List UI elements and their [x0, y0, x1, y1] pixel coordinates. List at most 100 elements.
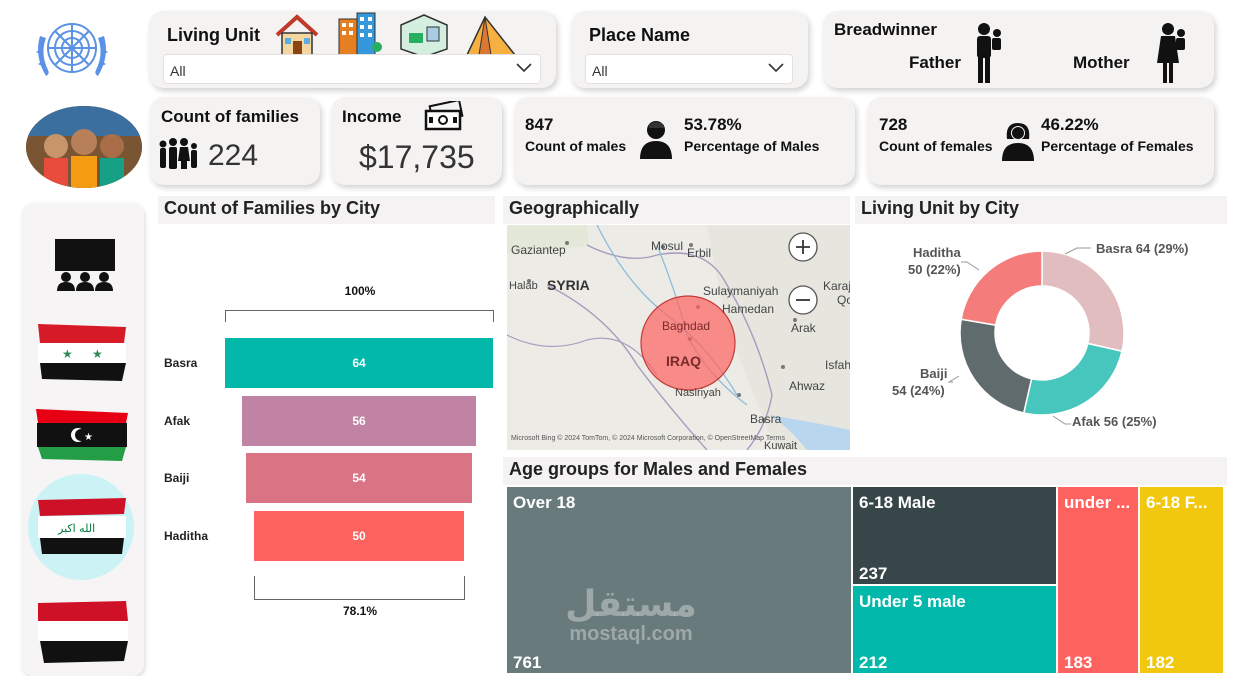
breadwinner-title: Breadwinner: [834, 20, 937, 39]
income-label: Income: [342, 107, 402, 126]
svg-text:الله اكبر: الله اكبر: [57, 522, 95, 535]
map-label-syria: SYRIA: [547, 277, 590, 293]
map-label-qo: Qo: [837, 293, 850, 307]
family-icon: [156, 137, 200, 174]
funnel-bar[interactable]: 64: [225, 338, 493, 388]
females-pct-label: Percentage of Females: [1041, 138, 1194, 154]
funnel-top-pct: 100%: [344, 284, 376, 298]
svg-text:★: ★: [84, 432, 93, 443]
money-icon: [423, 98, 465, 136]
males-count-label: Count of males: [525, 138, 627, 154]
place-name-slicer[interactable]: Place Name All: [571, 11, 808, 88]
living-unit-title: Living Unit: [167, 25, 260, 45]
syria-flag-nav[interactable]: ★ ★: [34, 321, 130, 390]
females-count-label: Count of females: [879, 138, 993, 154]
treemap-value-under: 183: [1064, 653, 1093, 672]
males-pct-label: Percentage of Males: [684, 138, 820, 154]
map-label-ahwaz: Ahwaz: [789, 379, 826, 393]
funnel-bottom-pct: 78.1%: [342, 604, 378, 618]
donut-chart: Basra 64 (29%) Afak 56 (25%) Baiji 54 (2…: [855, 226, 1227, 456]
place-name-dropdown[interactable]: All: [585, 54, 793, 84]
funnel-bar[interactable]: 56: [241, 395, 477, 446]
families-value: 224: [208, 139, 259, 172]
treemap-value-6-18-male: 237: [859, 564, 888, 583]
yemen-flag-nav[interactable]: [34, 599, 130, 670]
funnel-category-label: Haditha: [164, 528, 209, 543]
father-option[interactable]: Father: [909, 53, 961, 72]
income-value: $17,735: [359, 139, 475, 175]
chevron-down-icon: [768, 61, 784, 76]
funnel-bar[interactable]: 50: [254, 510, 464, 561]
donut-label-afak: Afak 56 (25%): [1072, 414, 1157, 429]
map-label-nasiriyah: Nasiriyah: [675, 387, 721, 399]
map-label-basra: Basra: [750, 412, 782, 426]
svg-text:★: ★: [92, 347, 103, 361]
map-label-halab: Halab: [509, 280, 538, 292]
svg-text:★: ★: [62, 347, 73, 361]
place-name-selected: All: [592, 63, 608, 79]
room-interior-icon: [399, 13, 449, 62]
funnel-title: Count of Families by City: [158, 196, 495, 224]
treemap-cell-under[interactable]: under ... 183: [1058, 487, 1138, 673]
treemap-value-6-18-female: 182: [1146, 653, 1175, 672]
map-visual[interactable]: Gaziantep Mosul Erbil SYRIA Halab Sulaym…: [507, 225, 850, 450]
map-label-mosul: Mosul: [651, 239, 684, 253]
place-name-title: Place Name: [589, 25, 691, 45]
page-nav-panel: ★ ★ ★ الله اكبر: [22, 203, 144, 676]
living-unit-slicer[interactable]: Living Unit All: [149, 11, 556, 88]
males-kpi-card: 847 Count of males 53.78% Percentage of …: [514, 97, 855, 185]
donut-slice-baiji[interactable]: [959, 318, 1033, 414]
libya-flag-nav[interactable]: ★: [34, 407, 130, 468]
funnel-category-label: Basra: [164, 356, 198, 370]
income-kpi-card: Income $17,735: [331, 97, 502, 185]
treemap-cell-over-18[interactable]: Over 18 مستقل mostaql.com 761: [507, 487, 851, 673]
map-label-erbil: Erbil: [687, 246, 712, 260]
families-label: Count of families: [161, 107, 299, 126]
donut-label-basra: Basra 64 (29%): [1096, 241, 1189, 256]
donut-slice-basra[interactable]: [1041, 250, 1125, 353]
living-unit-selected: All: [170, 63, 186, 79]
funnel-chart: 100% Basra 64 Afak 56 Baiji 54 Haditha 50 78.1%: [158, 228, 503, 638]
presentation-icon[interactable]: [52, 239, 118, 296]
donut-label-haditha-value: 50 (22%): [908, 262, 961, 277]
zoom-in-button[interactable]: [789, 233, 817, 261]
breadwinner-slicer[interactable]: Breadwinner Father Mother: [823, 11, 1214, 88]
females-count: 728: [879, 115, 908, 134]
treemap-label-under-5-male: Under 5 male: [859, 592, 966, 611]
treemap-value-under-5-male: 212: [859, 653, 888, 672]
father-child-icon: [971, 21, 1005, 90]
donut-slice-afak[interactable]: [1022, 342, 1123, 416]
map-label-isfah: Isfah: [825, 358, 850, 372]
treemap-cell-under-5-male[interactable]: Under 5 male 212: [853, 586, 1056, 673]
females-pct: 46.22%: [1041, 115, 1099, 134]
children-photo: [26, 106, 142, 188]
iraq-flag-nav-active[interactable]: الله اكبر: [28, 474, 134, 580]
zoom-out-button[interactable]: [789, 286, 817, 314]
map-label-baghdad: Baghdad: [662, 319, 711, 333]
watermark-latin: mostaql.com: [569, 623, 693, 645]
donut-label-baiji-name: Baiji: [920, 366, 948, 381]
donut-slice-haditha[interactable]: [960, 250, 1043, 326]
treemap-cell-6-18-female[interactable]: 6-18 F... 182: [1140, 487, 1223, 673]
map-label-kuwait: Kuwait: [764, 440, 798, 450]
funnel-bottom-bracket: [254, 576, 465, 600]
map-label-karaj: Karaj: [823, 279, 850, 293]
map-label-gaziantep: Gaziantep: [511, 243, 566, 257]
treemap-label-6-18-male: 6-18 Male: [859, 493, 936, 512]
treemap-label-6-18-female: 6-18 F...: [1146, 493, 1208, 512]
mother-option[interactable]: Mother: [1073, 53, 1130, 72]
un-logo: [28, 6, 116, 94]
donut-label-baiji-value: 54 (24%): [892, 383, 945, 398]
map-label-sulaymaniyah: Sulaymaniyah: [703, 284, 779, 298]
females-kpi-card: 728 Count of females 46.22% Percentage o…: [867, 97, 1214, 185]
funnel-bar[interactable]: 54: [245, 453, 473, 503]
mostaql-watermark: مستقل mostaql.com: [551, 585, 711, 646]
map-attribution: Microsoft Bing © 2024 TomTom, © 2024 Mic…: [511, 435, 785, 442]
treemap-label-over-18: Over 18: [513, 493, 576, 512]
treemap-value-over-18: 761: [513, 653, 542, 672]
donut-title: Living Unit by City: [855, 196, 1227, 224]
treemap-cell-6-18-male[interactable]: 6-18 Male 237: [853, 487, 1056, 584]
living-unit-dropdown[interactable]: All: [163, 54, 541, 84]
treemap-chart: Over 18 مستقل mostaql.com 761 6-18 Male …: [507, 487, 1223, 673]
funnel-top-bracket: [225, 310, 494, 322]
